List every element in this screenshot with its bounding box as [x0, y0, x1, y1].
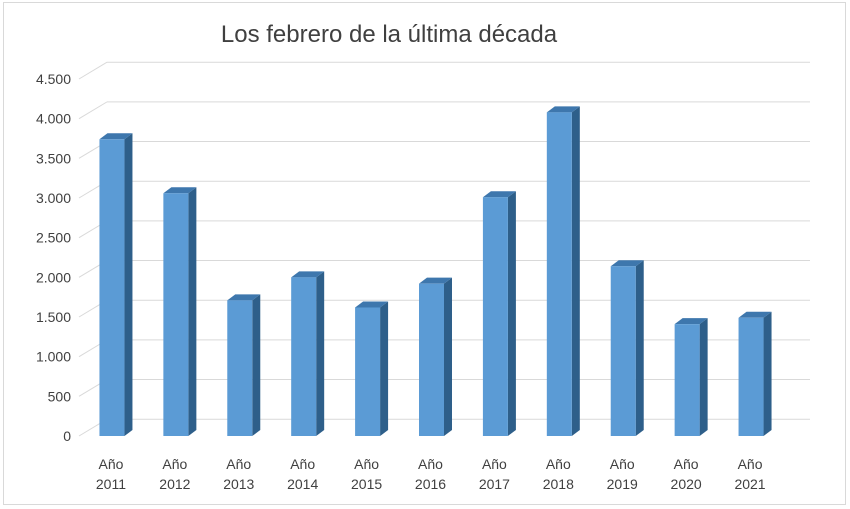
- bar-top: [674, 318, 708, 325]
- bar-side: [635, 260, 644, 436]
- x-tick-label: 2015: [351, 476, 382, 492]
- x-tick-label: 2018: [543, 476, 574, 492]
- y-tick-label: 500: [48, 388, 72, 404]
- bar: [163, 193, 189, 436]
- bar-side: [188, 187, 197, 436]
- x-tick-label: Año: [354, 456, 379, 472]
- bar-top: [610, 260, 644, 267]
- x-tick-label: Año: [290, 456, 315, 472]
- bar: [738, 317, 764, 436]
- bar: [674, 324, 700, 436]
- bar-side: [571, 106, 580, 436]
- chart-frame: Los febrero de la última década 0 500 1.00…: [3, 2, 846, 505]
- bar-top: [482, 191, 516, 198]
- x-tick-label: Año: [98, 456, 123, 472]
- x-tick-label: Año: [482, 456, 507, 472]
- y-tick-label: 4.000: [36, 111, 71, 127]
- x-tick-label: 2020: [671, 476, 702, 492]
- y-tick-label: 3.500: [36, 150, 71, 166]
- x-tick-label: Año: [546, 456, 571, 472]
- bar-chart: 0 500 1.000 1.500 2.000 2.500 3.000 3.500 4.000 4…: [36, 61, 810, 492]
- x-tick-label: Año: [162, 456, 187, 472]
- bar-top: [227, 294, 261, 301]
- bar-side: [380, 301, 389, 436]
- y-tick-label: 2.000: [36, 269, 71, 285]
- bar-top: [546, 106, 580, 113]
- bar-side: [507, 191, 516, 436]
- bar-top: [419, 277, 452, 284]
- bar-top: [738, 311, 772, 318]
- bar: [355, 307, 381, 436]
- x-tick-label: Año: [674, 456, 699, 472]
- bar-side: [699, 318, 708, 436]
- gridline-side: [78, 101, 108, 120]
- bar: [99, 139, 125, 436]
- y-tick-label: 1.500: [36, 309, 71, 325]
- bar-side: [316, 271, 325, 436]
- bar: [546, 112, 572, 436]
- x-tick-label: Año: [418, 456, 443, 472]
- x-tick-label: 2021: [734, 476, 765, 492]
- bar: [482, 197, 508, 436]
- bar-side: [252, 294, 261, 436]
- chart-title: Los febrero de la última década: [220, 21, 558, 48]
- y-tick-label: 4.500: [36, 71, 71, 87]
- x-tick-label: 2011: [96, 476, 126, 492]
- y-tick-label: 3.000: [36, 190, 71, 206]
- x-tick-label: Año: [738, 456, 763, 472]
- x-tick-label: 2017: [479, 476, 510, 492]
- x-tick-label: 2016: [415, 476, 446, 492]
- bar-side: [444, 277, 452, 436]
- x-tick-label: 2014: [287, 476, 318, 492]
- x-tick-label: 2019: [607, 476, 638, 492]
- x-tick-label: Año: [610, 456, 635, 472]
- bar-top: [163, 187, 197, 194]
- bar-top: [99, 133, 133, 140]
- bar: [610, 266, 636, 436]
- bar: [419, 283, 444, 436]
- bar-side: [763, 311, 772, 436]
- x-tick-label: 2012: [159, 476, 190, 492]
- bar: [227, 300, 253, 436]
- x-tick-label: Año: [226, 456, 251, 472]
- bar-side: [124, 133, 133, 436]
- x-tick-label: 2013: [223, 476, 254, 492]
- y-tick-label: 0: [63, 428, 71, 444]
- bar: [291, 277, 317, 436]
- bar-top: [291, 271, 325, 278]
- y-tick-label: 2.500: [36, 230, 71, 246]
- gridline-side: [78, 61, 108, 80]
- y-tick-label: 1.000: [36, 349, 71, 365]
- bar-top: [355, 301, 389, 308]
